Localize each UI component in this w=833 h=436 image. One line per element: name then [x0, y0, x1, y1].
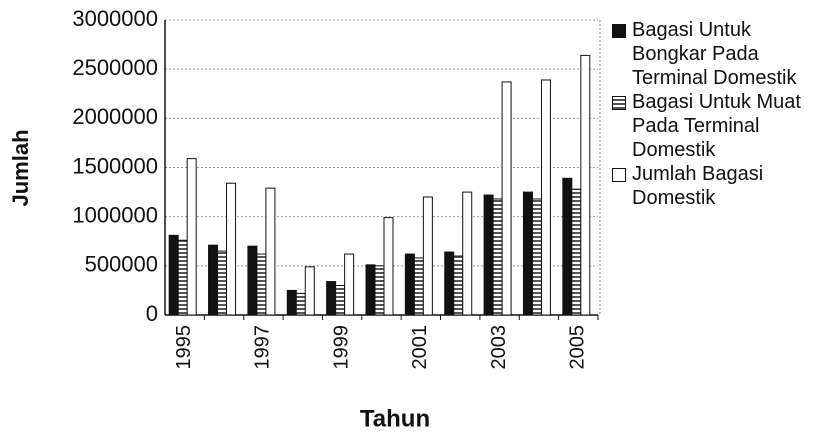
y-tick-label: 2000000 — [72, 104, 158, 129]
y-tick-label: 0 — [146, 301, 158, 326]
bar — [168, 234, 179, 316]
bar — [483, 194, 494, 316]
bar — [462, 191, 473, 316]
bar — [522, 191, 533, 316]
y-tick-label: 1000000 — [72, 202, 158, 227]
y-tick-label: 2500000 — [72, 55, 158, 80]
y-tick-label: 1500000 — [72, 153, 158, 178]
bar — [226, 182, 237, 316]
bar — [265, 187, 276, 316]
x-tick-label: 2001 — [409, 325, 431, 370]
bar — [444, 251, 455, 316]
x-tick-label: 2005 — [567, 325, 589, 370]
x-tick-label: 2003 — [488, 325, 510, 370]
bar — [217, 250, 228, 316]
bar — [383, 217, 394, 316]
legend-label: Bagasi Untuk Bongkar Pada Terminal Domes… — [632, 19, 797, 89]
bar — [501, 81, 512, 316]
bar — [304, 266, 315, 316]
bar — [374, 265, 385, 316]
bar — [186, 158, 197, 316]
y-axis-label: Jumlah — [8, 129, 33, 206]
y-tick-label: 3000000 — [72, 6, 158, 31]
legend-item: Jumlah Bagasi Domestik — [612, 162, 827, 210]
x-tick-label: 1995 — [173, 325, 195, 370]
legend-swatch — [612, 168, 626, 182]
bar — [326, 281, 337, 316]
bar — [422, 196, 433, 316]
bar — [413, 257, 424, 316]
legend-swatch — [612, 96, 626, 110]
bar — [571, 188, 582, 316]
y-tick-label: 500000 — [85, 252, 158, 277]
bar — [531, 198, 542, 316]
bar — [404, 253, 415, 316]
bar — [295, 292, 306, 316]
legend: Bagasi Untuk Bongkar Pada Terminal Domes… — [612, 18, 827, 210]
bar — [286, 289, 297, 316]
legend-swatch — [612, 24, 626, 38]
bar — [208, 244, 219, 316]
bar — [540, 79, 551, 316]
legend-item: Bagasi Untuk Bongkar Pada Terminal Domes… — [612, 18, 827, 90]
x-tick-label: 1997 — [252, 325, 274, 370]
bar — [256, 253, 267, 316]
legend-label: Bagasi Untuk Muat Pada Terminal Domestik — [632, 91, 801, 161]
x-axis-label: Tahun — [360, 405, 430, 432]
legend-label: Jumlah Bagasi Domestik — [632, 163, 764, 209]
bar — [247, 245, 258, 316]
bar — [492, 198, 503, 316]
legend-item: Bagasi Untuk Muat Pada Terminal Domestik — [612, 90, 827, 162]
x-tick-label: 1999 — [330, 325, 352, 370]
bar — [453, 255, 464, 316]
bar — [580, 54, 591, 316]
bar — [365, 264, 376, 316]
bar — [335, 285, 346, 316]
bar — [344, 253, 355, 316]
bar — [177, 239, 188, 316]
bar — [562, 177, 573, 316]
